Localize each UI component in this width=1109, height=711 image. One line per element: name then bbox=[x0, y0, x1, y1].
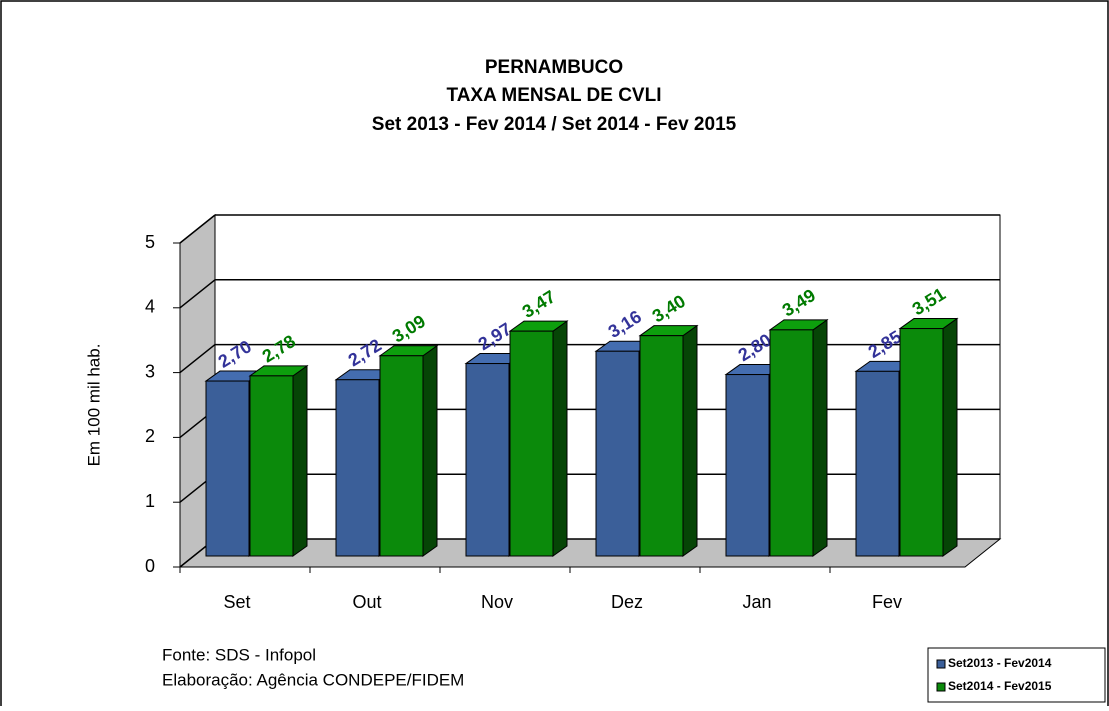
y-tick-label: 2 bbox=[145, 426, 155, 446]
bar bbox=[379, 355, 424, 557]
x-tick-label: Dez bbox=[611, 592, 643, 612]
legend-swatch bbox=[936, 682, 946, 692]
bar bbox=[249, 375, 294, 557]
bar-side bbox=[292, 364, 308, 557]
chart-title: PERNAMBUCO bbox=[485, 57, 623, 78]
bar-side bbox=[422, 344, 438, 557]
chart-title: TAXA MENSAL DE CVLI bbox=[447, 85, 662, 106]
bar-side bbox=[552, 320, 568, 557]
y-tick-label: 3 bbox=[145, 361, 155, 381]
y-tick-label: 4 bbox=[145, 297, 155, 317]
grid-line bbox=[179, 344, 216, 374]
bar bbox=[465, 363, 510, 557]
y-tick-label: 1 bbox=[145, 491, 155, 511]
legend-label: Set2013 - Fev2014 bbox=[948, 656, 1052, 670]
legend-label: Set2014 - Fev2015 bbox=[948, 679, 1052, 693]
x-tick-label: Jan bbox=[742, 592, 771, 612]
x-tick-label: Out bbox=[352, 592, 381, 612]
x-tick-label: Nov bbox=[481, 592, 513, 612]
bar bbox=[725, 374, 770, 557]
bar-side bbox=[812, 318, 828, 557]
bar-side bbox=[682, 324, 698, 557]
y-axis-label: Em 100 mil hab. bbox=[84, 344, 103, 467]
note: Fonte: SDS - Infopol bbox=[162, 645, 316, 664]
bar bbox=[769, 329, 814, 557]
legend-swatch bbox=[936, 659, 946, 669]
bar bbox=[855, 370, 900, 557]
bar bbox=[899, 328, 944, 557]
grid-line bbox=[179, 214, 216, 244]
note: Elaboração: Agência CONDEPE/FIDEM bbox=[162, 670, 464, 689]
y-tick-label: 5 bbox=[145, 232, 155, 252]
chart-title: Set 2013 - Fev 2014 / Set 2014 - Fev 201… bbox=[372, 114, 737, 135]
bar bbox=[509, 330, 554, 557]
bar-side bbox=[942, 317, 958, 557]
x-tick-label: Fev bbox=[872, 592, 902, 612]
bar bbox=[335, 379, 380, 557]
bar bbox=[205, 380, 250, 557]
y-tick-label: 0 bbox=[145, 556, 155, 576]
legend bbox=[927, 647, 1106, 703]
grid-line bbox=[179, 279, 216, 309]
x-tick-label: Set bbox=[223, 592, 250, 612]
bar bbox=[595, 350, 640, 557]
bar bbox=[639, 335, 684, 557]
